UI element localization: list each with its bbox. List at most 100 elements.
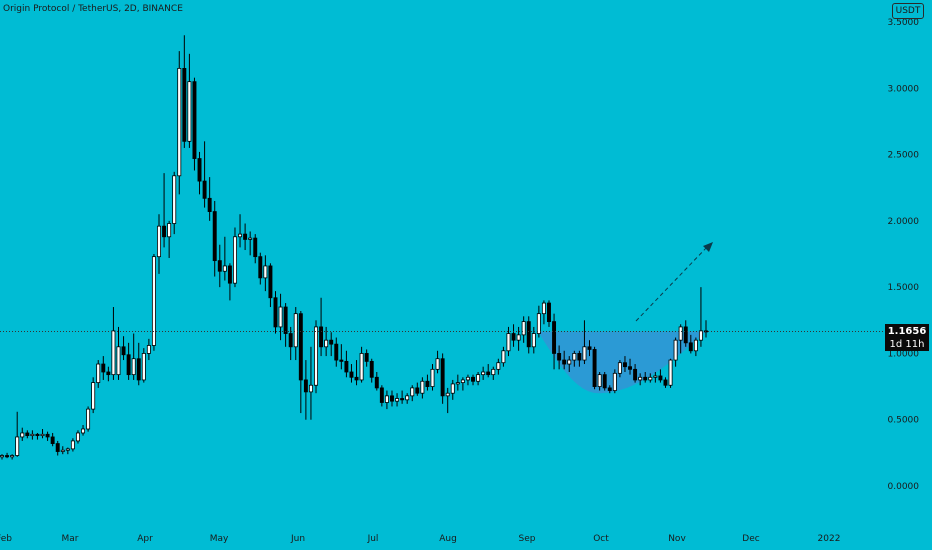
unit-badge[interactable]: USDT: [892, 3, 924, 19]
candle-body: [354, 376, 359, 381]
candle: [359, 346, 364, 383]
candle-body: [384, 395, 389, 403]
candle: [293, 307, 298, 361]
x-tick-label: Aug: [439, 534, 457, 544]
candle: [395, 393, 400, 407]
candle: [344, 350, 349, 378]
candle: [430, 364, 435, 391]
candle-body: [177, 68, 182, 177]
candle-body: [334, 343, 339, 361]
candle-body: [182, 68, 187, 142]
candle-body: [602, 374, 607, 389]
candle: [440, 353, 445, 404]
candle: [465, 374, 470, 386]
candle-body: [405, 395, 410, 401]
candle: [496, 358, 501, 375]
candle: [182, 35, 187, 148]
candle-body: [70, 440, 75, 450]
y-tick-label: 3.5000: [888, 18, 920, 28]
candle: [25, 430, 30, 439]
candle-body: [471, 376, 475, 382]
candle-body: [506, 333, 511, 352]
projection-arrow-line: [635, 245, 709, 322]
candle-body: [308, 384, 313, 393]
candle-body: [167, 223, 172, 238]
candle-body: [440, 358, 445, 397]
candle-body: [374, 376, 379, 389]
x-tick-label: Jul: [367, 534, 379, 544]
candle-body: [319, 326, 324, 348]
candle: [248, 231, 253, 256]
candle-body: [653, 375, 658, 378]
candle: [597, 371, 602, 391]
candle: [678, 324, 683, 354]
candle-body: [379, 387, 384, 403]
candle-body: [572, 353, 577, 361]
candle: [526, 316, 531, 354]
candle-body: [501, 350, 506, 364]
candle: [557, 345, 562, 370]
candle-body: [359, 353, 364, 381]
candle-body: [65, 448, 70, 451]
candle: [562, 350, 567, 370]
candle-body: [30, 433, 35, 437]
candle: [70, 438, 75, 452]
candle-body: [202, 180, 207, 199]
candle-body: [288, 333, 293, 348]
candle-body: [314, 326, 318, 386]
candle-body: [263, 265, 268, 279]
candle-body: [460, 379, 465, 383]
candle: [141, 348, 146, 383]
candle-body: [106, 371, 111, 376]
candle: [263, 255, 268, 292]
candle-body: [298, 313, 303, 381]
last-price-value: 1.1656: [887, 326, 927, 337]
candle-body: [445, 392, 450, 397]
candle: [40, 428, 45, 439]
candle-body: [678, 326, 683, 341]
candle-body: [577, 353, 582, 361]
candle-body: [60, 449, 65, 452]
candle: [91, 377, 96, 414]
candle: [273, 291, 278, 334]
candle: [278, 293, 283, 341]
candle: [227, 263, 232, 301]
candle: [222, 236, 227, 281]
candle: [162, 173, 167, 248]
candle-body: [207, 197, 212, 212]
candle: [288, 326, 293, 361]
candle: [10, 454, 15, 460]
candle: [212, 200, 217, 277]
candle: [364, 349, 369, 367]
candle: [511, 324, 516, 347]
candle-body: [450, 383, 455, 394]
candle-body: [283, 306, 288, 334]
candle: [319, 297, 324, 357]
candle-body: [197, 158, 202, 182]
candle-body: [268, 265, 273, 299]
candle-body: [410, 387, 415, 397]
candle-body: [638, 376, 643, 381]
candle: [126, 342, 131, 380]
candle-body: [683, 326, 688, 344]
candle: [65, 447, 70, 455]
candle: [55, 440, 60, 456]
candle-body: [293, 313, 298, 348]
candle-body: [162, 225, 167, 238]
bar-countdown: 1d 11h: [889, 339, 925, 350]
candle: [329, 332, 334, 357]
candle: [243, 223, 248, 251]
candle-body: [633, 368, 638, 381]
candle-body: [238, 233, 243, 238]
candle: [217, 244, 222, 288]
candle-body: [136, 358, 141, 381]
candle-body: [131, 358, 136, 376]
candle: [369, 358, 374, 383]
candle: [192, 77, 197, 171]
candle: [471, 374, 475, 386]
candle-body: [552, 321, 557, 354]
candle-body: [187, 81, 192, 142]
y-tick-label: 0.5000: [888, 416, 920, 426]
